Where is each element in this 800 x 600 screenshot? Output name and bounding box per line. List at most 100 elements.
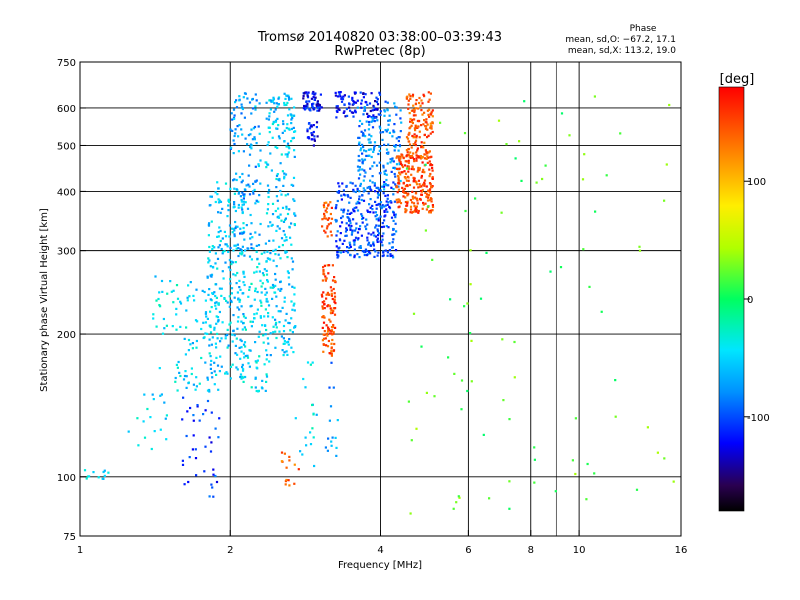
data-point [374, 211, 377, 214]
data-point [248, 365, 251, 368]
data-point [232, 329, 235, 333]
data-point [107, 471, 110, 474]
data-point [428, 168, 431, 171]
data-point [423, 181, 426, 184]
data-point [200, 327, 203, 331]
data-point [231, 118, 234, 121]
data-point [210, 359, 213, 362]
data-point [367, 192, 370, 195]
data-point [372, 104, 375, 107]
data-point [290, 346, 293, 349]
data-point [390, 186, 393, 189]
data-point [387, 184, 390, 187]
data-point [408, 112, 411, 115]
data-point [177, 360, 180, 364]
data-point [236, 327, 239, 330]
data-point [332, 349, 336, 352]
data-point [356, 165, 360, 168]
data-point [329, 307, 332, 310]
data-point [409, 151, 412, 154]
data-point [244, 328, 247, 331]
data-point [291, 260, 295, 263]
data-point [214, 427, 217, 430]
data-point [593, 95, 596, 98]
data-point [261, 282, 264, 285]
data-point [411, 95, 414, 98]
data-point [323, 264, 326, 267]
data-point [358, 195, 361, 198]
data-point [262, 274, 265, 277]
data-point [406, 137, 410, 140]
data-point [337, 255, 340, 258]
data-point [414, 129, 417, 132]
data-point [371, 117, 374, 120]
data-point [348, 106, 351, 109]
data-point [143, 393, 146, 396]
data-point [421, 113, 424, 116]
data-point [323, 201, 326, 205]
data-point [367, 148, 370, 151]
data-point [302, 94, 305, 98]
data-point [289, 329, 292, 332]
data-point [407, 159, 410, 162]
data-point [209, 204, 212, 207]
data-point [283, 172, 286, 175]
data-point [423, 171, 426, 174]
data-point [259, 299, 262, 302]
data-point [375, 224, 378, 227]
data-point [424, 163, 427, 166]
data-point [187, 480, 190, 484]
data-point [253, 313, 256, 316]
data-point [216, 364, 220, 367]
data-point [255, 179, 258, 182]
data-point [219, 229, 222, 233]
data-point [411, 166, 414, 169]
data-point [405, 136, 409, 139]
data-point [251, 97, 254, 101]
data-point [413, 204, 416, 208]
data-point [225, 243, 228, 246]
data-point [272, 96, 275, 99]
data-point [392, 188, 395, 191]
data-point [275, 195, 278, 198]
data-point [335, 446, 338, 449]
data-point [256, 257, 259, 260]
data-point [242, 322, 245, 325]
data-point [363, 149, 366, 152]
data-point [425, 157, 428, 160]
data-point [372, 114, 375, 117]
data-point [238, 124, 241, 127]
data-point [404, 211, 407, 214]
data-point [409, 205, 413, 208]
data-point [259, 222, 262, 226]
data-point [414, 141, 417, 144]
data-point [399, 173, 402, 176]
data-point [155, 325, 158, 328]
data-point [332, 310, 335, 313]
data-point [412, 152, 415, 155]
data-point [235, 172, 238, 175]
data-point [312, 144, 315, 147]
data-point [323, 307, 326, 310]
data-point [582, 248, 585, 251]
data-point [240, 198, 243, 202]
data-point [378, 93, 382, 96]
data-point [254, 180, 257, 183]
data-point [213, 326, 216, 329]
data-point [266, 250, 269, 253]
y-tick-label: 400 [57, 187, 76, 198]
data-point [224, 334, 227, 337]
data-point [257, 244, 261, 247]
data-point [277, 124, 280, 127]
data-point [322, 269, 325, 272]
data-point [363, 107, 367, 110]
data-point [293, 223, 296, 226]
data-point [399, 157, 402, 160]
data-point [369, 198, 372, 201]
data-point [215, 296, 218, 299]
data-point [242, 380, 245, 383]
data-point [209, 265, 212, 268]
data-point [407, 170, 410, 173]
data-point [388, 249, 391, 252]
data-point [588, 285, 591, 288]
